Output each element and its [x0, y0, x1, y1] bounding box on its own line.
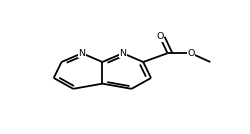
Text: O: O	[156, 32, 163, 41]
Text: N: N	[78, 49, 85, 58]
Text: N: N	[119, 49, 126, 58]
Text: O: O	[186, 49, 194, 58]
